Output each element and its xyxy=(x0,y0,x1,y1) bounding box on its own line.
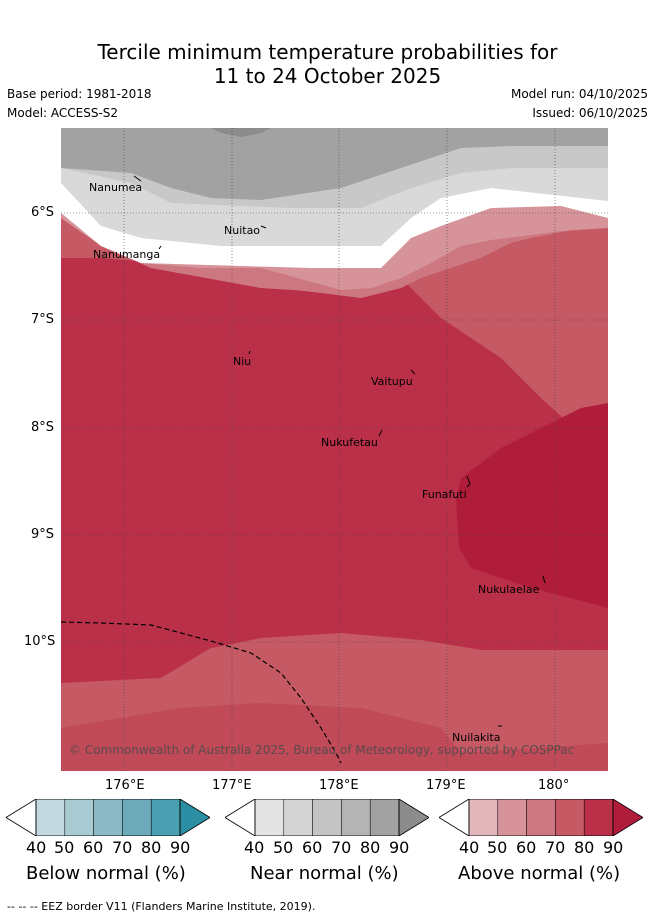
colorbar-arrow-high xyxy=(612,799,643,836)
eez-border xyxy=(61,621,342,764)
model-run-label: Model run: 04/10/2025 xyxy=(510,87,648,101)
map-title-line1: Tercile minimum temperature probabilitie… xyxy=(97,40,558,64)
colorbar-tick: 80 xyxy=(574,838,595,857)
colorbar-arrow-high xyxy=(179,799,210,836)
copyright-notice: © Commonwealth of Australia 2025, Bureau… xyxy=(69,743,575,757)
colorbar-tick: 80 xyxy=(360,838,381,857)
colorbar-swatch xyxy=(526,799,556,836)
colorbar-swatch xyxy=(341,799,371,836)
colorbar-tick: 60 xyxy=(516,838,537,857)
lat-label: 9°S xyxy=(31,527,55,542)
colorbar-swatch xyxy=(35,799,66,836)
lat-label: 6°S xyxy=(31,205,55,220)
colorbar-tick: 80 xyxy=(141,838,162,857)
lon-label: 179°E xyxy=(426,778,466,793)
colorbar-arrow-low xyxy=(225,799,256,836)
island-label-funafuti: Funafuti xyxy=(422,488,467,501)
colorbar-arrow-high xyxy=(398,799,429,836)
colorbar-tick: 70 xyxy=(331,838,352,857)
lon-label: 176°E xyxy=(105,778,145,793)
colorbar-swatch xyxy=(555,799,585,836)
lat-label: 10°S xyxy=(24,634,56,649)
colorbar-swatch xyxy=(497,799,527,836)
colorbar-swatch xyxy=(64,799,94,836)
colorbar-tick: 40 xyxy=(26,838,47,857)
graticule xyxy=(61,128,608,771)
colorbar-below-normal xyxy=(6,799,210,836)
colorbar-tick: 60 xyxy=(302,838,323,857)
zone-above-90 xyxy=(456,403,608,608)
lat-label: 7°S xyxy=(31,312,55,327)
colorbar-swatch xyxy=(93,799,123,836)
island-label-nuilakita: Nuilakita xyxy=(452,731,501,744)
colorbar-tick: 50 xyxy=(54,838,75,857)
lon-label: 180° xyxy=(538,778,570,793)
base-period-label: Base period: 1981-2018 xyxy=(7,87,152,101)
eez-border-legend: -- -- -- EEZ border V11 (Flanders Marine… xyxy=(7,900,316,913)
colorbar-arrow-low xyxy=(439,799,470,836)
colorbar-swatch xyxy=(312,799,342,836)
colorbar-swatch xyxy=(150,799,181,836)
colorbar-tick: 50 xyxy=(273,838,294,857)
colorbar-swatch xyxy=(468,799,499,836)
colorbar-swatch xyxy=(283,799,313,836)
zone-near-60 xyxy=(61,128,608,200)
island-label-nuitao: Nuitao xyxy=(224,224,261,237)
colorbar-tick: 90 xyxy=(389,838,410,857)
lon-label: 178°E xyxy=(319,778,359,793)
colorbar-tick: 90 xyxy=(170,838,191,857)
island-label-nukulaelae: Nukulaelae xyxy=(478,583,540,596)
colorbar-title-above: Above normal (%) xyxy=(458,863,621,884)
colorbar-tick: 90 xyxy=(603,838,624,857)
colorbar-swatch xyxy=(122,799,152,836)
island-label-vaitupu: Vaitupu xyxy=(371,375,413,388)
colorbar-swatch xyxy=(583,799,614,836)
island-outlines xyxy=(133,175,546,727)
island-label-nanumanga: Nanumanga xyxy=(93,248,161,261)
island-label-nukufetau: Nukufetau xyxy=(321,436,378,449)
island-label-niu: Niu xyxy=(233,355,252,368)
colorbar-tick: 70 xyxy=(545,838,566,857)
probability-map xyxy=(61,128,608,771)
colorbar-tick: 70 xyxy=(112,838,133,857)
colorbar-title-near: Near normal (%) xyxy=(250,863,399,884)
colorbar-title-below: Below normal (%) xyxy=(26,863,186,884)
lat-label: 8°S xyxy=(31,420,55,435)
colorbar-swatch xyxy=(369,799,400,836)
colorbar-tick: 40 xyxy=(244,838,265,857)
lon-label: 177°E xyxy=(212,778,252,793)
colorbar-above-normal xyxy=(439,799,643,836)
colorbar-tick: 60 xyxy=(83,838,104,857)
colorbar-tick: 50 xyxy=(487,838,508,857)
colorbar-arrow-low xyxy=(6,799,37,836)
model-label: Model: ACCESS-S2 xyxy=(7,106,119,120)
map-title-line2: 11 to 24 October 2025 xyxy=(213,64,442,88)
colorbar-tick: 40 xyxy=(459,838,480,857)
zone-above-south-inner xyxy=(61,703,608,771)
colorbar-near-normal xyxy=(225,799,429,836)
island-label-nanumea: Nanumea xyxy=(89,181,143,194)
issued-label: Issued: 06/10/2025 xyxy=(532,106,648,120)
colorbar-swatch xyxy=(254,799,285,836)
